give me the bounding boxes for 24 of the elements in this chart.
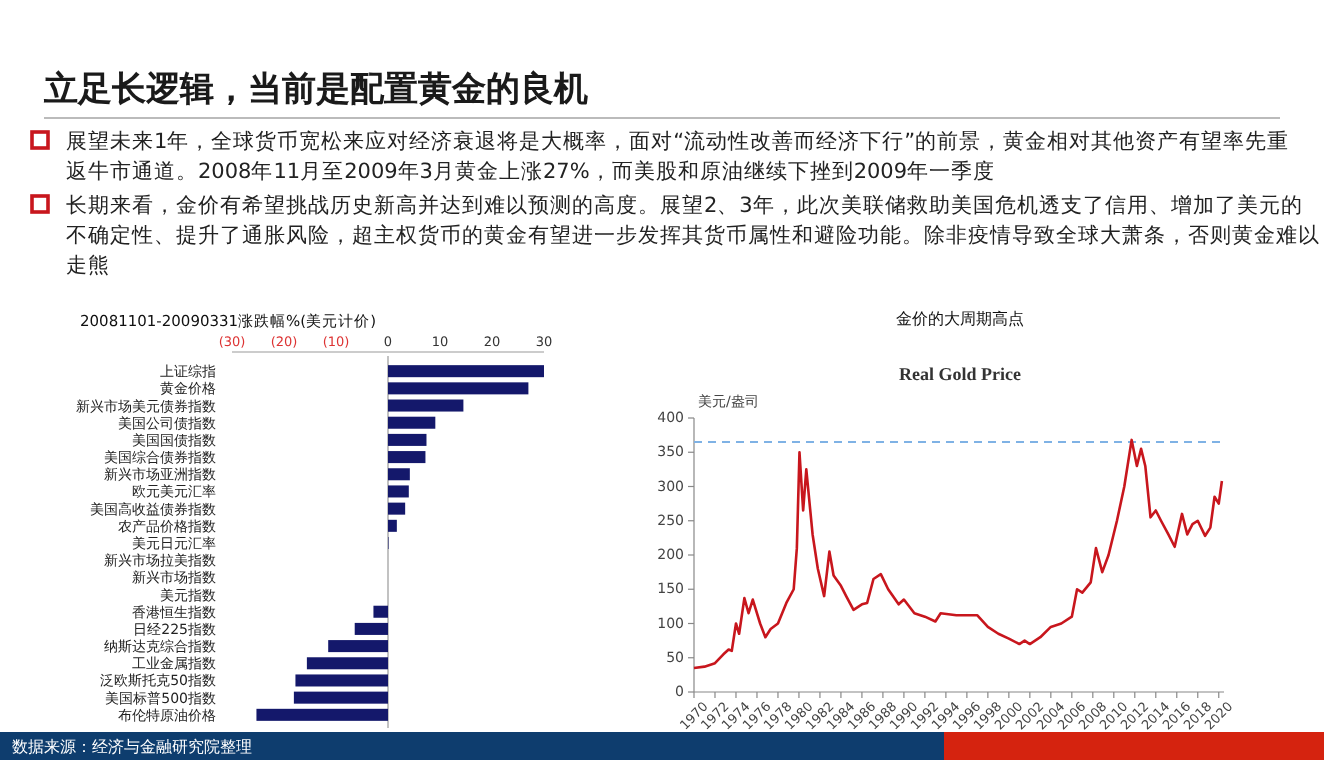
bar bbox=[388, 433, 427, 446]
source-note: 数据来源：经济与金融研究院整理 bbox=[12, 738, 252, 756]
bar bbox=[388, 502, 406, 515]
line-series bbox=[692, 438, 1224, 670]
bar bbox=[388, 451, 426, 464]
bar bbox=[306, 657, 388, 670]
chart-title: 金价的大周期高点 bbox=[896, 310, 1024, 328]
bar bbox=[295, 674, 388, 687]
bar bbox=[388, 485, 409, 498]
bar bbox=[388, 416, 436, 429]
bar bbox=[388, 468, 410, 481]
bar bbox=[388, 382, 529, 395]
bar bbox=[388, 365, 544, 378]
chart-subtitle: Real Gold Price bbox=[899, 364, 1021, 384]
bar bbox=[328, 640, 388, 653]
bar bbox=[354, 622, 388, 635]
text: 立足长逻辑，当前是配置黄金的良机 bbox=[42, 70, 588, 110]
text: 长期来看，金价有希望挑战历史新高并达到难以预测的高度。展望2、3年，此次美联储救助美国危机透支了信用、增加了美元的不确定性、提升了通胀风险，超主权货币的黄金有望进一步发挥其货币属性和避险功能。除非疫情导致全球大萧条，否则黄金难以走熊 bbox=[66, 192, 1320, 278]
bar bbox=[388, 519, 397, 532]
bar bbox=[293, 691, 388, 704]
bar bbox=[388, 399, 464, 412]
bar bbox=[256, 708, 388, 721]
text: 展望未来1年，全球货币宽松来应对经济衰退将是大概率，面对“流动性改善而经济下行”的前景，黄金相对其他资产有望率先重返牛市通道。2008年11月至2009年3月黄金上涨27%，而美股和原油继续下挫到2009年一季度 bbox=[66, 128, 1290, 184]
bar bbox=[373, 605, 388, 618]
